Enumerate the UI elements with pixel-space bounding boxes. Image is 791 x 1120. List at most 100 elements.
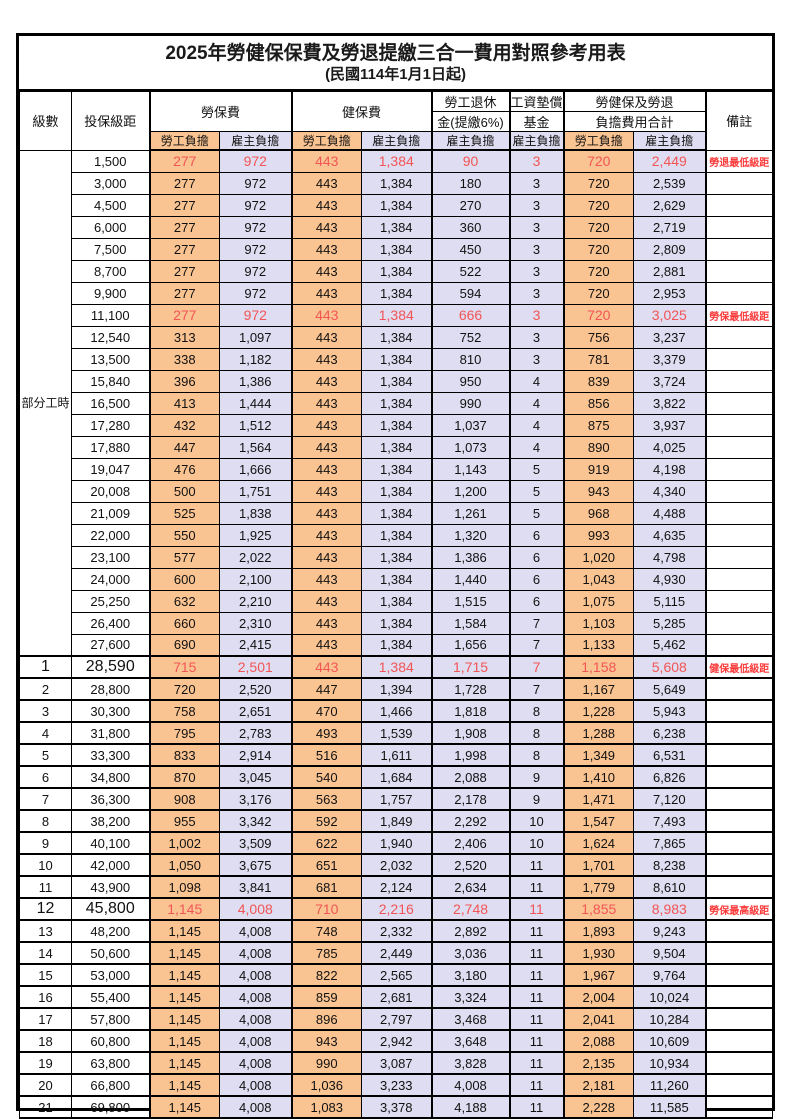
cell-labor-employer: 2,783: [218, 721, 293, 745]
cell-total-employee: 756: [562, 325, 635, 349]
cell-pension-employer: 1,440: [430, 567, 511, 591]
cell-health-employee: 443: [290, 633, 363, 657]
cell-labor-employer: 1,838: [218, 501, 293, 525]
cell-labor-employer: 1,512: [218, 413, 293, 437]
table-row: 11,100 277 972 443 1,384 666 3 720 3,025…: [20, 303, 774, 327]
header-wage-fund-line2: 基金: [508, 111, 565, 132]
cell-salary-bracket: 43,900: [71, 875, 150, 899]
cell-labor-employee: 833: [148, 743, 220, 767]
cell-note: [704, 545, 774, 569]
cell-note: [704, 435, 774, 459]
cell-labor-employee: 1,050: [148, 853, 220, 877]
cell-health-employer: 1,384: [361, 589, 433, 613]
cell-total-employee: 2,181: [562, 1073, 635, 1097]
cell-wage-fund-employer: 11: [508, 875, 565, 899]
cell-salary-bracket: 55,400: [71, 985, 150, 1009]
cell-health-employee: 443: [290, 567, 363, 591]
cell-total-employer: 10,284: [633, 1007, 707, 1031]
cell-salary-bracket: 40,100: [71, 831, 150, 855]
cell-health-employer: 1,384: [361, 303, 433, 327]
fee-comparison-table: 級數 投保級距 勞保費 健保費 勞工退休 工資墊償 勞健保及勞退 備註 金(提繳…: [19, 91, 774, 1119]
cell-labor-employee: 313: [148, 325, 220, 349]
cell-labor-employee: 1,145: [148, 941, 220, 965]
table-row: 1 28,590 715 2,501 443 1,384 1,715 7 1,1…: [19, 655, 774, 679]
cell-total-employee: 993: [562, 523, 635, 547]
cell-labor-employer: 2,210: [218, 589, 293, 613]
cell-note: 勞保最低級距: [704, 303, 774, 327]
subheader-labor-employer-share: 雇主負擔: [218, 131, 293, 151]
cell-total-employee: 720: [562, 215, 635, 239]
cell-level: 1: [19, 655, 72, 679]
cell-wage-fund-employer: 7: [508, 633, 565, 657]
cell-labor-employer: 4,008: [218, 963, 293, 987]
cell-pension-employer: 1,143: [430, 457, 511, 481]
cell-pension-employer: 4,188: [430, 1095, 511, 1119]
cell-total-employee: 2,041: [562, 1007, 635, 1031]
cell-labor-employee: 277: [148, 171, 220, 195]
cell-level: 19: [19, 1051, 72, 1075]
cell-level: 21: [19, 1095, 72, 1119]
cell-note: [704, 479, 774, 503]
cell-salary-bracket: 21,009: [71, 501, 150, 525]
header-note: 備註: [704, 91, 774, 151]
cell-total-employer: 3,822: [633, 391, 707, 415]
table-row: 4,500 277 972 443 1,384 270 3 720 2,629: [20, 193, 774, 217]
table-row: 21 69,800 1,145 4,008 1,083 3,378 4,188 …: [19, 1095, 774, 1119]
cell-salary-bracket: 60,800: [71, 1029, 150, 1053]
cell-labor-employee: 758: [148, 699, 220, 723]
cell-note: [704, 193, 774, 217]
cell-salary-bracket: 31,800: [71, 721, 150, 745]
table-row: 6,000 277 972 443 1,384 360 3 720 2,719: [20, 215, 774, 239]
cell-total-employee: 1,020: [562, 545, 635, 569]
cell-health-employer: 1,757: [361, 787, 433, 811]
cell-salary-bracket: 17,280: [71, 413, 150, 437]
table-row: 25,250 632 2,210 443 1,384 1,515 6 1,075…: [20, 589, 774, 613]
cell-total-employee: 1,893: [562, 919, 635, 943]
cell-labor-employee: 338: [148, 347, 220, 371]
cell-health-employer: 1,384: [361, 149, 433, 173]
cell-level: 5: [19, 743, 72, 767]
cell-total-employee: 919: [562, 457, 635, 481]
cell-note: [704, 369, 774, 393]
cell-health-employer: 1,384: [361, 215, 433, 239]
header-total-line2: 負擔費用合計: [562, 111, 707, 132]
cell-note: [704, 457, 774, 481]
cell-health-employee: 622: [290, 831, 363, 855]
cell-health-employee: 1,083: [290, 1095, 363, 1119]
cell-labor-employer: 3,045: [218, 765, 293, 789]
cell-health-employer: 1,539: [361, 721, 433, 745]
cell-labor-employer: 1,386: [218, 369, 293, 393]
cell-wage-fund-employer: 3: [508, 215, 565, 239]
cell-health-employee: 748: [290, 919, 363, 943]
cell-labor-employee: 396: [148, 369, 220, 393]
cell-salary-bracket: 42,000: [71, 853, 150, 877]
cell-labor-employee: 1,145: [148, 1007, 220, 1031]
cell-total-employee: 720: [562, 281, 635, 305]
cell-labor-employer: 972: [218, 281, 293, 305]
cell-labor-employer: 1,097: [218, 325, 293, 349]
cell-health-employee: 592: [290, 809, 363, 833]
cell-total-employee: 720: [562, 259, 635, 283]
cell-pension-employer: 270: [430, 193, 511, 217]
header-wage-fund-line1: 工資墊償: [508, 91, 565, 112]
cell-salary-bracket: 36,300: [71, 787, 150, 811]
cell-health-employee: 563: [290, 787, 363, 811]
cell-note: [704, 1029, 774, 1053]
cell-total-employer: 3,025: [633, 303, 707, 327]
header-health-insurance: 健保費: [290, 91, 433, 132]
cell-wage-fund-employer: 7: [508, 677, 565, 701]
cell-health-employer: 1,384: [361, 325, 433, 349]
cell-health-employee: 710: [290, 897, 363, 921]
cell-health-employer: 1,384: [361, 479, 433, 503]
cell-pension-employer: 950: [430, 369, 511, 393]
cell-health-employee: 443: [290, 435, 363, 459]
cell-note: [704, 501, 774, 525]
cell-health-employee: 443: [290, 369, 363, 393]
page-title: 2025年勞健保保費及勞退提繳三合一費用對照參考用表: [165, 42, 626, 64]
cell-level: 4: [19, 721, 72, 745]
cell-note: [704, 787, 774, 811]
table-row: 6 34,800 870 3,045 540 1,684 2,088 9 1,4…: [19, 765, 774, 789]
cell-wage-fund-employer: 6: [508, 567, 565, 591]
table-row: 10 42,000 1,050 3,675 651 2,032 2,520 11…: [19, 853, 774, 877]
cell-pension-employer: 2,634: [430, 875, 511, 899]
